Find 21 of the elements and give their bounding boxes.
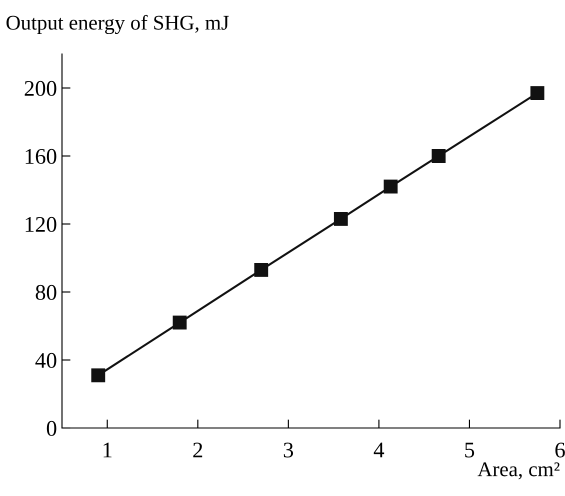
point: [530, 86, 544, 100]
point: [384, 180, 398, 194]
y-axis-title: Output energy of SHG, mJ: [6, 14, 229, 34]
x-tick-label: 4: [374, 442, 384, 458]
y-tick-label: 160: [26, 148, 56, 164]
x-tick-label: 6: [555, 442, 565, 458]
x-axis-title: Area, cm²: [478, 462, 560, 480]
y-tick-label: 0: [46, 420, 56, 436]
point: [334, 212, 348, 226]
point: [254, 262, 268, 277]
y-tick-label: 120: [26, 216, 56, 232]
x-tick-label: 3: [284, 442, 294, 458]
y-tick-label: 200: [24, 80, 56, 96]
x-tick-label: 5: [465, 442, 474, 458]
point: [432, 149, 446, 163]
x-tick-label: 1: [104, 442, 112, 458]
y-tick-label: 80: [36, 284, 56, 300]
x-tick-label: 2: [193, 442, 202, 458]
point: [172, 316, 187, 330]
y-tick-label: 40: [35, 352, 56, 368]
point: [91, 368, 106, 382]
